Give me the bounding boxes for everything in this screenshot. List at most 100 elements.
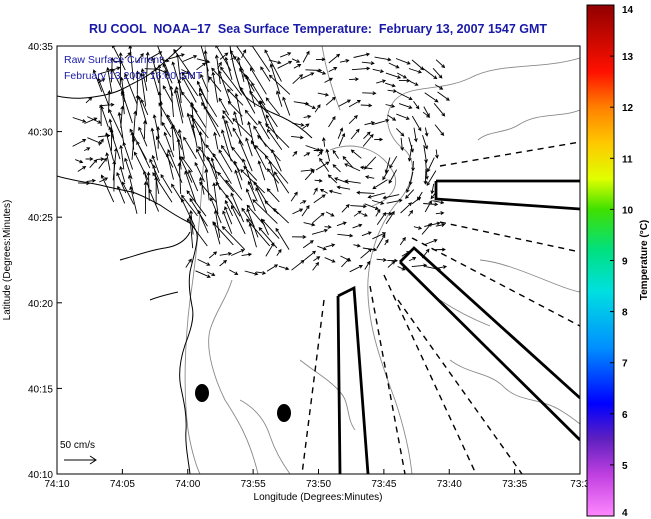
current-arrow	[170, 125, 175, 151]
x-tick-label: 73:40	[437, 479, 462, 490]
current-arrow	[332, 164, 341, 173]
current-arrow	[213, 131, 219, 150]
current-arrow	[196, 62, 207, 71]
current-arrow	[181, 71, 199, 97]
contour-line	[184, 46, 208, 474]
current-arrow	[181, 198, 196, 227]
current-arrow	[396, 72, 408, 79]
current-arrow	[209, 197, 222, 224]
current-arrow	[191, 124, 198, 149]
current-arrow	[426, 170, 437, 186]
current-arrow	[353, 210, 362, 217]
current-arrow	[334, 177, 349, 184]
colorbar-tick-label: 12	[622, 103, 634, 114]
current-arrow	[353, 52, 371, 58]
current-arrow	[221, 114, 233, 148]
current-arrow	[413, 226, 423, 230]
current-arrow	[338, 99, 352, 107]
current-arrow	[133, 151, 149, 181]
current-arrow	[424, 221, 441, 227]
current-arrow	[372, 118, 390, 126]
current-arrow	[280, 52, 292, 58]
current-arrow	[259, 100, 278, 128]
current-arrow	[233, 110, 242, 137]
current-arrow	[203, 105, 221, 137]
current-arrow	[225, 194, 241, 217]
current-arrow	[181, 91, 198, 113]
current-arrow	[250, 140, 267, 171]
current-arrow	[424, 127, 429, 137]
current-arrow	[292, 150, 298, 157]
current-arrow	[325, 243, 336, 248]
current-arrow	[325, 148, 331, 162]
current-arrow	[72, 117, 87, 123]
current-arrow	[177, 79, 182, 104]
current-arrow	[434, 84, 444, 90]
current-arrow	[421, 222, 433, 235]
current-arrow	[96, 157, 105, 162]
current-arrow	[276, 248, 282, 256]
current-arrow	[171, 183, 184, 203]
current-arrow	[349, 77, 360, 82]
current-arrow	[224, 56, 233, 80]
current-arrow	[302, 123, 310, 129]
current-arrow	[367, 192, 386, 199]
current-arrow	[324, 257, 336, 263]
current-arrow	[432, 200, 445, 205]
current-arrow	[165, 152, 174, 180]
current-arrow	[186, 190, 207, 217]
current-arrow	[169, 85, 174, 118]
current-arrow	[411, 263, 428, 268]
current-arrow	[230, 205, 246, 235]
current-arrow	[332, 149, 339, 159]
current-arrow	[213, 209, 221, 238]
current-arrow	[430, 183, 435, 195]
current-arrow	[359, 165, 373, 170]
current-arrow	[72, 139, 87, 147]
current-arrow	[258, 226, 278, 249]
current-arrow	[105, 152, 111, 171]
current-arrow	[321, 136, 326, 147]
current-arrow	[435, 211, 445, 215]
current-arrow	[363, 156, 377, 170]
current-arrow	[191, 117, 206, 146]
current-arrow	[303, 222, 316, 227]
current-arrow	[143, 181, 148, 214]
channel-line	[369, 285, 406, 474]
current-arrow	[158, 102, 172, 125]
current-arrow	[406, 183, 412, 193]
current-arrow	[173, 89, 184, 124]
current-arrow	[351, 66, 371, 71]
current-arrow	[317, 151, 323, 157]
current-arrow	[376, 258, 387, 262]
current-arrow	[251, 82, 266, 106]
current-arrow	[424, 92, 439, 103]
current-arrow	[395, 58, 411, 65]
x-tick-label: 73:3	[570, 479, 590, 490]
current-arrow	[124, 72, 138, 105]
current-arrow	[231, 249, 245, 256]
current-arrow	[396, 113, 410, 120]
current-arrow	[264, 49, 282, 82]
current-arrow	[195, 270, 211, 278]
current-arrow	[435, 59, 446, 69]
current-arrow	[336, 185, 351, 190]
current-arrow	[160, 173, 173, 194]
current-arrow	[157, 64, 162, 102]
current-arrow	[181, 69, 190, 74]
current-arrow	[243, 73, 255, 92]
current-arrow	[199, 181, 217, 203]
scale-label: 50 cm/s	[60, 440, 95, 451]
current-vectors	[72, 46, 450, 278]
current-arrow	[376, 233, 386, 249]
channel-line	[411, 237, 580, 327]
current-arrow	[183, 136, 197, 160]
current-arrow	[364, 203, 380, 210]
current-arrow	[301, 205, 310, 217]
current-arrow	[75, 159, 84, 164]
current-arrow	[385, 210, 395, 225]
current-arrow	[120, 90, 133, 124]
plot-frame	[56, 45, 581, 475]
current-arrow	[86, 178, 97, 183]
current-arrow	[234, 46, 255, 72]
